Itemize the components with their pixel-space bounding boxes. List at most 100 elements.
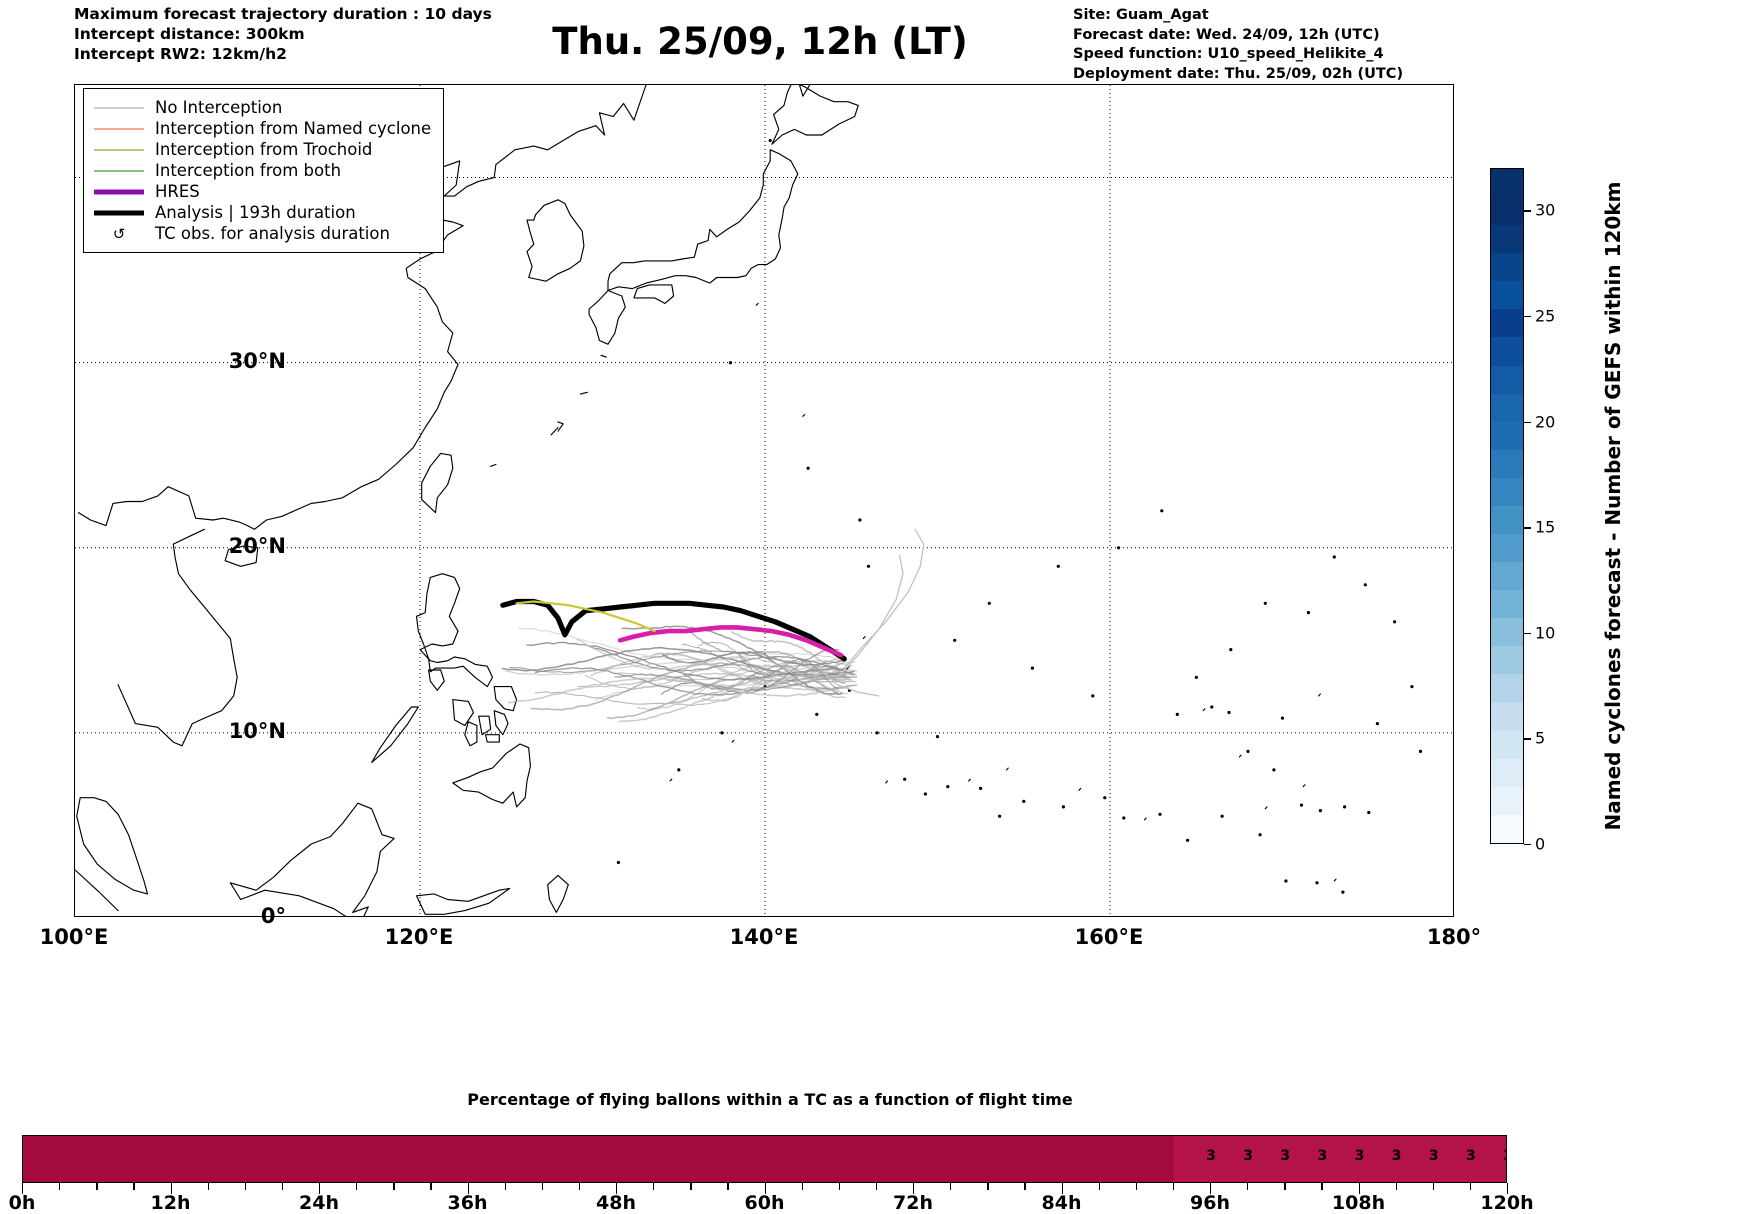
colorbar-segment <box>1491 618 1523 647</box>
header-left-info: Maximum forecast trajectory duration : 1… <box>74 4 492 64</box>
island-marker <box>875 731 879 735</box>
percentage-segment[interactable] <box>1173 1136 1506 1182</box>
island-marker <box>1061 805 1065 809</box>
percentage-axis-label-60: 60h <box>744 1192 785 1214</box>
colorbar-segment <box>1491 393 1523 422</box>
percentage-axis-tick <box>281 1183 284 1190</box>
island-marker <box>1227 710 1231 715</box>
percentage-bar-title: Percentage of flying ballons within a TC… <box>467 1090 1073 1109</box>
coastline <box>731 739 735 743</box>
legend-swatch-line-icon <box>92 185 146 199</box>
lon-tick-120: 120°E <box>384 925 454 949</box>
coastline <box>755 302 759 306</box>
percentage-segment[interactable] <box>23 1136 1174 1182</box>
coastline <box>229 802 395 916</box>
map-plot-area[interactable] <box>74 84 1454 917</box>
coastline <box>1302 784 1306 788</box>
track-analysis-193h-duration <box>500 598 847 662</box>
legend-label: Interception from Named cyclone <box>155 119 432 138</box>
lon-tick-160: 160°E <box>1074 925 1144 949</box>
percentage-axis-tick <box>59 1183 61 1190</box>
ensemble-track <box>576 638 849 695</box>
coastline <box>75 869 119 912</box>
coastline <box>633 284 675 304</box>
legend-item-tc-obs[interactable]: ↺ TC obs. for analysis duration <box>92 223 431 244</box>
percentage-axis-tick <box>1061 1183 1063 1194</box>
coastline <box>669 778 673 782</box>
coastline <box>1005 767 1009 771</box>
legend-item-trochoid[interactable]: Interception from Trochoid <box>92 139 431 160</box>
legend-item-no-interception[interactable]: No Interception <box>92 97 431 118</box>
percentage-value-label: 3 <box>1354 1148 1365 1164</box>
island-marker <box>1160 509 1164 513</box>
island-marker <box>728 361 733 365</box>
island-marker <box>1332 555 1336 559</box>
cyclone-marker-icon: ↺ <box>112 224 126 243</box>
percentage-axis-tick <box>1507 1183 1509 1194</box>
coastline <box>371 706 419 764</box>
percentage-axis-tick <box>838 1183 841 1190</box>
percentage-axis-tick <box>1395 1183 1397 1190</box>
percentage-axis-tick <box>653 1183 655 1190</box>
percentage-value-label: 3 <box>1317 1148 1328 1164</box>
legend-item-both[interactable]: Interception from both <box>92 160 431 181</box>
coastline <box>557 421 564 432</box>
percentage-axis-tick <box>22 1183 24 1194</box>
coastline <box>421 452 454 514</box>
island-marker <box>1258 833 1262 837</box>
percentage-axis-tick <box>913 1183 915 1194</box>
legend-label: HRES <box>155 182 200 201</box>
ensemble-track <box>843 528 925 669</box>
coastline <box>490 463 497 467</box>
colorbar-tick-label-10: 10 <box>1535 623 1556 643</box>
colorbar-gradient <box>1490 168 1524 844</box>
coastline <box>550 426 559 436</box>
colorbar-segment <box>1491 534 1523 563</box>
percentage-axis-tick <box>207 1183 209 1190</box>
island-marker <box>1220 814 1224 818</box>
colorbar-segment <box>1491 786 1523 815</box>
coastline <box>526 199 585 282</box>
legend-item-analysis[interactable]: Analysis | 193h duration <box>92 202 431 223</box>
highlighted-trajectories <box>500 598 847 662</box>
island-marker <box>858 518 862 522</box>
lat-tick-20: 20°N <box>228 533 286 558</box>
coastline <box>117 528 238 747</box>
coastline <box>1143 817 1147 821</box>
colorbar[interactable]: 0 5 10 15 20 25 30 <box>1490 168 1555 854</box>
island-marker <box>1194 675 1198 680</box>
colorbar-tick-label-25: 25 <box>1535 306 1556 326</box>
island-marker <box>768 138 772 143</box>
coastline <box>547 874 569 913</box>
coastline <box>1333 878 1337 882</box>
coastline <box>76 797 149 895</box>
percentage-bar[interactable]: 3 3 3 3 3 3 3 3 3 <box>22 1135 1507 1183</box>
ensemble-track <box>614 673 858 692</box>
coastline <box>484 734 500 743</box>
colorbar-segment <box>1491 758 1523 787</box>
island-marker <box>677 768 681 772</box>
percentage-axis-tick <box>764 1183 766 1194</box>
percentage-value-label: 3 <box>1466 1148 1476 1164</box>
percentage-axis-tick <box>356 1183 358 1190</box>
ensemble-track <box>658 675 856 706</box>
colorbar-tick <box>1524 210 1531 212</box>
island-marker <box>987 601 991 605</box>
percentage-axis-label-0: 0h <box>8 1192 36 1214</box>
legend-item-named-cyclone[interactable]: Interception from Named cyclone <box>92 118 431 139</box>
island-marker <box>1246 749 1250 754</box>
colorbar-segment <box>1491 477 1523 506</box>
island-marker <box>1280 716 1285 720</box>
percentage-axis-tick <box>467 1183 469 1194</box>
island-marker <box>866 564 871 568</box>
percentage-axis-tick <box>1172 1183 1175 1190</box>
coastline <box>862 636 866 640</box>
percentage-axis-tick <box>1247 1183 1249 1190</box>
island-marker <box>935 735 940 739</box>
percentage-axis-label-48: 48h <box>596 1192 636 1214</box>
map-gridlines <box>75 85 1453 916</box>
legend-item-hres[interactable]: HRES <box>92 181 431 202</box>
coastline <box>493 686 518 712</box>
percentage-axis-tick <box>430 1183 432 1190</box>
map-legend[interactable]: No Interception Interception from Named … <box>83 88 445 253</box>
